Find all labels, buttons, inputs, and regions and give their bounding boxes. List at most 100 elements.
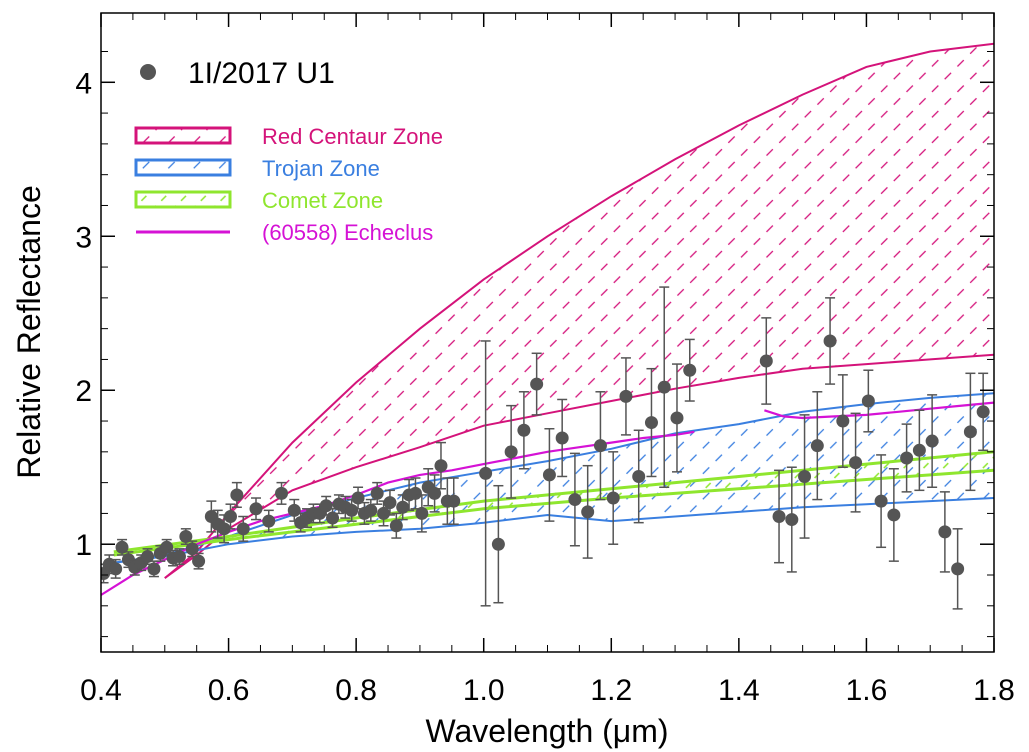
data-point <box>963 425 977 439</box>
data-point <box>810 439 824 453</box>
data-point <box>861 394 875 408</box>
data-point <box>938 525 952 539</box>
data-point <box>619 389 633 403</box>
data-point <box>326 511 340 525</box>
legend-label-2: Trojan Zone <box>262 156 380 181</box>
data-point <box>798 469 812 483</box>
data-point <box>759 354 773 368</box>
data-point <box>670 411 684 425</box>
data-point <box>109 562 123 576</box>
comet-zone-lower-edge <box>113 468 994 557</box>
data-point <box>593 439 607 453</box>
data-point <box>383 496 397 510</box>
data-point <box>147 562 161 576</box>
data-point <box>849 456 863 470</box>
legend-label-1: Red Centaur Zone <box>262 124 443 149</box>
data-point <box>912 443 926 457</box>
axis-ticks: 0.4 0.6 0.8 1.0 1.2 1.4 1.6 1.8 1 2 3 4 <box>75 13 1015 707</box>
y-tick-label: 4 <box>75 67 92 100</box>
data-point <box>389 519 403 533</box>
data-point <box>925 434 939 448</box>
data-point <box>408 486 422 500</box>
x-tick-label: 1.2 <box>590 674 632 707</box>
data-point <box>491 537 505 551</box>
data-point <box>568 493 582 507</box>
legend-swatch-3 <box>134 190 232 209</box>
data-point <box>434 459 448 473</box>
data-point <box>951 562 965 576</box>
data-point <box>517 423 531 437</box>
data-point <box>396 500 410 514</box>
data-point <box>644 416 658 430</box>
data-point <box>179 530 193 544</box>
data-point <box>785 513 799 527</box>
legend-swatch-2 <box>134 158 232 177</box>
x-tick-label: 1.6 <box>846 674 888 707</box>
legend-marker-1i2017u1 <box>140 64 156 80</box>
data-point <box>141 550 155 564</box>
y-tick-label: 3 <box>75 221 92 254</box>
data-point <box>287 503 301 517</box>
data-point <box>836 414 850 428</box>
data-point <box>223 510 237 524</box>
data-point <box>370 486 384 500</box>
data-point <box>345 503 359 517</box>
data-point <box>364 503 378 517</box>
x-tick-label: 1.0 <box>463 674 505 707</box>
data-point <box>632 469 646 483</box>
data-point <box>377 506 391 520</box>
red-centaur-zone-lower-edge <box>164 353 994 579</box>
x-tick-label: 1.8 <box>973 674 1015 707</box>
data-point <box>447 494 461 508</box>
data-point <box>185 542 199 556</box>
y-tick-label: 1 <box>75 529 92 562</box>
red-centaur-zone-upper-edge <box>164 42 994 579</box>
comet-zone-fill <box>113 451 994 555</box>
x-tick-label: 1.4 <box>718 674 760 707</box>
data-point <box>900 451 914 465</box>
data-point <box>275 486 289 500</box>
data-point <box>479 466 493 480</box>
legend-label-3: Comet Zone <box>262 188 383 213</box>
zone-bands <box>113 42 994 579</box>
data-points <box>101 286 990 610</box>
data-point <box>976 405 990 419</box>
legend: 1I/2017 U1 Red Centaur Zone Trojan Zone Com… <box>134 57 443 245</box>
x-tick-label: 0.8 <box>335 674 377 707</box>
x-tick-label: 0.6 <box>208 674 250 707</box>
trojan-zone-lower-edge <box>113 497 994 564</box>
data-point <box>192 554 206 568</box>
legend-label-1i2017u1: 1I/2017 U1 <box>188 57 335 90</box>
y-tick-label: 2 <box>75 375 92 408</box>
echeclus-segment-1 <box>764 401 994 420</box>
data-point <box>262 514 276 528</box>
red-centaur-zone-fill <box>164 43 994 579</box>
data-point <box>606 491 620 505</box>
data-point <box>555 431 569 445</box>
comet-zone-upper-edge <box>113 450 994 554</box>
data-point <box>657 380 671 394</box>
y-axis-title: Relative Reflectance <box>11 185 47 478</box>
trojan-zone-upper-edge <box>113 392 994 564</box>
data-point <box>887 508 901 522</box>
data-point <box>504 445 518 459</box>
data-point <box>683 363 697 377</box>
data-point <box>428 486 442 500</box>
data-point <box>581 505 595 519</box>
data-point <box>874 494 888 508</box>
data-point <box>530 377 544 391</box>
data-point <box>230 488 244 502</box>
x-axis-title: Wavelength (μm) <box>425 713 668 749</box>
legend-label-4: (60558) Echeclus <box>262 220 433 245</box>
data-point <box>823 334 837 348</box>
data-point <box>319 499 333 513</box>
x-tick-label: 0.4 <box>80 674 122 707</box>
data-point <box>249 502 263 516</box>
data-point <box>415 506 429 520</box>
data-point <box>115 540 129 554</box>
data-point <box>217 522 231 536</box>
data-point <box>772 510 786 524</box>
data-point <box>236 522 250 536</box>
data-point <box>542 468 556 482</box>
